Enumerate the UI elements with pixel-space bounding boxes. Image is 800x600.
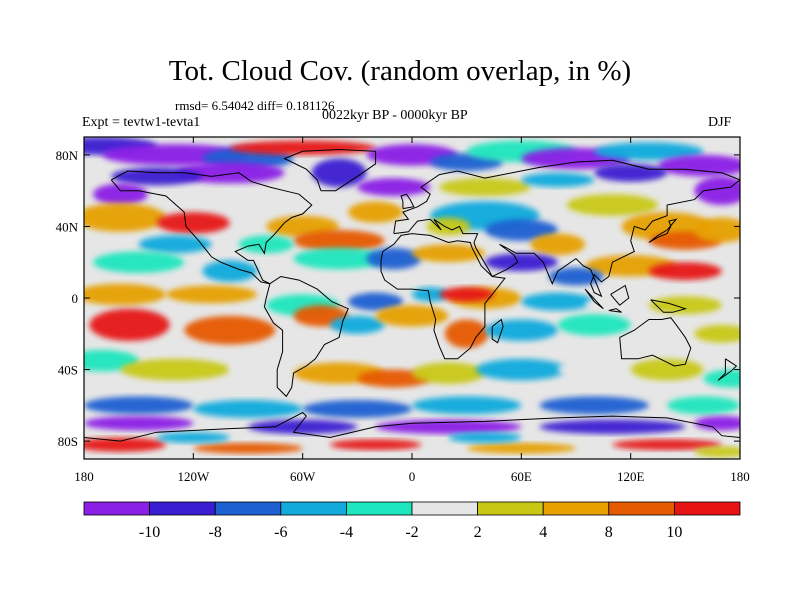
- x-tick-label: 60W: [290, 469, 316, 484]
- experiment-label: Expt = tevtw1-tevta1: [82, 115, 201, 130]
- colorbar-swatch: [608, 501, 675, 516]
- y-tick-label: 0: [72, 291, 79, 306]
- y-axis: 80N 40N 0 40S 80S: [56, 148, 740, 449]
- colorbar-swatch: [149, 501, 216, 516]
- colorbar-swatch: [674, 501, 741, 516]
- colorbar-label: -8: [209, 524, 222, 541]
- x-axis: 180 120W 60W 0 60E 120E 180: [74, 137, 750, 484]
- colorbar-swatch: [411, 501, 478, 516]
- x-tick-label: 180: [730, 469, 750, 484]
- x-tick-label: 180: [74, 469, 94, 484]
- stats-line: rmsd= 6.54042 diff= 0.181126: [175, 98, 335, 113]
- x-tick-label: 60E: [511, 469, 532, 484]
- x-tick-label: 120W: [177, 469, 210, 484]
- colorbar-swatch: [83, 501, 150, 516]
- colorbar-label: -6: [274, 524, 287, 541]
- anomaly-field: [84, 137, 740, 458]
- colorbar-swatch: [542, 501, 610, 516]
- colorbar-label: 4: [539, 524, 547, 541]
- colorbar: -10 -8 -6 -4 -2 2 4 8 10: [83, 501, 741, 541]
- x-tick-label: 120E: [617, 469, 645, 484]
- colorbar-label: 10: [666, 524, 682, 541]
- colorbar-label: 2: [474, 524, 482, 541]
- y-tick-label: 40S: [58, 363, 78, 378]
- colorbar-swatch: [214, 501, 282, 516]
- period-label: 0022kyr BP - 0000kyr BP: [322, 108, 468, 123]
- colorbar-label: 8: [605, 524, 613, 541]
- season-label: DJF: [708, 115, 732, 130]
- colorbar-swatch: [280, 501, 347, 516]
- colorbar-swatch: [345, 501, 413, 516]
- coastlines: [84, 148, 740, 442]
- colorbar-label: -2: [405, 524, 418, 541]
- y-tick-label: 40N: [56, 219, 79, 234]
- y-tick-label: 80S: [58, 434, 78, 449]
- chart-title: Tot. Cloud Cov. (random overlap, in %): [168, 55, 632, 87]
- colorbar-label: -10: [139, 524, 160, 541]
- y-tick-label: 80N: [56, 148, 79, 163]
- colorbar-label: -4: [340, 524, 353, 541]
- x-tick-label: 0: [409, 469, 416, 484]
- colorbar-swatch: [477, 501, 544, 516]
